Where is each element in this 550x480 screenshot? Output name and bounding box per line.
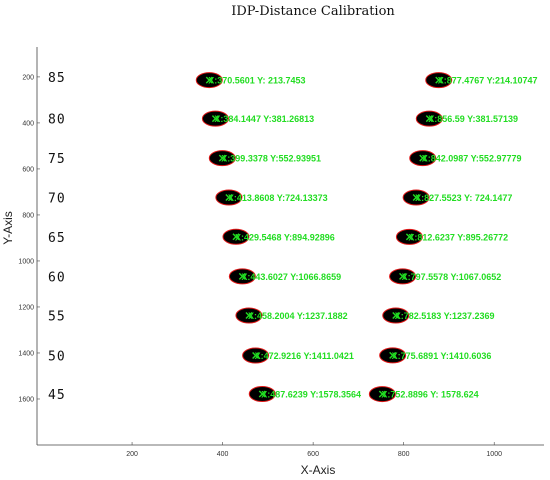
data-point-cross [412,193,420,201]
data-points: X:370.5601 Y: 213.7453 X:384.1447 Y:381.2… [195,72,538,403]
data-point-label: X:827.5523 Y: 724.1477 [415,193,512,203]
data-point-cross [378,390,386,398]
y-tick-label: 1400 [18,350,34,357]
x-axis-label: X-Axis [301,463,336,477]
data-point-cross [205,76,213,84]
y-axis-label: Y-Axis [1,211,15,245]
data-point-label: X:487.6239 Y:1578.3564 [261,390,361,400]
data-point-cross [405,233,413,241]
data-point-cross [258,390,266,398]
data-point-label: X:797.5578 Y:1067.0652 [402,272,502,282]
data-point-label: X:370.5601 Y: 213.7453 [208,76,305,86]
data-point-cross [238,272,246,280]
x-tick-label: 400 [217,451,229,458]
x-tick-label: 1000 [486,451,502,458]
chart-title: IDP-Distance Calibration [231,4,395,19]
y-tick-label: 200 [22,74,34,81]
data-point-cross [225,193,233,201]
data-point-label: X:856.59 Y:381.57139 [428,114,518,124]
y-tick-label: 600 [22,166,34,173]
row-label: 80 [48,113,66,128]
data-point-label: X:413.8608 Y:724.13373 [228,193,328,203]
data-point-cross [425,115,433,123]
data-point-label: X:384.1447 Y:381.26813 [214,114,314,124]
data-point-label: X:812.6237 Y:895.26772 [408,232,508,242]
data-point-cross [211,115,219,123]
data-point-label: X:472.9216 Y:1411.0421 [255,351,354,361]
data-point-label: X:443.6027 Y:1066.8659 [241,272,341,282]
data-point-cross [218,154,226,162]
data-point-cross [435,76,443,84]
data-point-cross [252,352,260,360]
row-label: 75 [48,152,66,167]
y-tick-label: 1600 [18,396,34,403]
axis-ticks: 200 400 600 800 1000 200 400 600 800 1000 1200 1400… [18,74,502,458]
x-tick-label: 600 [307,451,319,458]
data-point-cross [419,154,427,162]
y-tick-label: 400 [22,120,34,127]
data-point-cross [399,272,407,280]
y-tick-label: 1200 [18,304,34,311]
data-point-label: X:842.0987 Y:552.97779 [422,154,522,164]
data-point-label: X:458.2004 Y:1237.1882 [248,311,348,321]
data-point-label: X:399.3378 Y:552.93951 [221,154,321,164]
row-label: 65 [48,231,66,246]
row-label: 50 [48,350,66,365]
data-point-label: X:429.5468 Y:894.92896 [235,232,335,242]
row-label: 70 [48,191,66,206]
row-label: 85 [48,71,66,86]
data-point-label: X:752.8896 Y: 1578.624 [381,390,478,400]
x-tick-label: 800 [398,451,410,458]
x-tick-label: 200 [126,451,138,458]
row-label: 60 [48,270,66,285]
data-point-cross [389,351,397,359]
data-point-cross [245,312,253,320]
data-point-cross [232,233,240,241]
row-label: 55 [48,309,66,324]
data-point-label: X:782.5183 Y:1237.2369 [395,311,495,321]
y-tick-label: 1000 [18,258,34,265]
row-labels: 85 80 75 70 65 60 55 50 45 [48,71,66,403]
plot-frame [36,47,544,446]
y-tick-label: 800 [22,212,34,219]
row-label: 45 [48,388,66,403]
data-point-cross [392,312,400,320]
data-point-label: X:877.4767 Y:214.10747 [438,76,538,86]
data-point-label: X:775.6891 Y:1410.6036 [392,351,492,361]
